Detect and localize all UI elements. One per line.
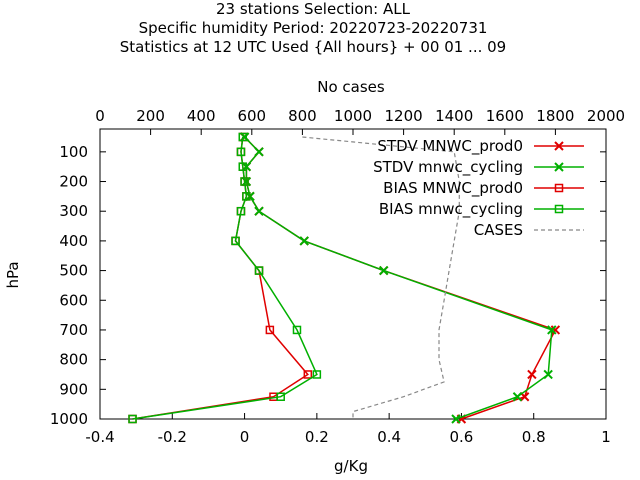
x-axis-label: g/Kg [334,457,368,475]
x2-tick-label: 600 [237,107,266,125]
data-point [128,414,137,424]
data-point [254,266,264,275]
y-tick-label: 300 [59,202,88,220]
x2-axis-label: No cases [317,78,385,96]
legend-label: STDV MNWC_prod0 [377,137,523,156]
x-axis-ticks: -0.4 -0.2 0 0.2 0.4 0.6 0.8 1 [85,413,611,446]
y-tick-label: 1000 [50,410,88,428]
x-tick-label: 0.2 [305,428,329,446]
y-tick-label: 500 [59,262,88,280]
title-line-2: Specific humidity Period: 20220723-20220… [139,19,488,37]
legend-item: STDV mnwc_cycling [373,158,584,177]
data-point [303,370,313,379]
legend-marker [554,183,564,193]
data-point [547,325,557,335]
x2-tick-label: 1800 [536,107,574,125]
x2-tick-label: 2000 [587,107,625,125]
y-axis-ticks: 100 200 300 400 500 600 700 800 900 1000 [50,143,606,428]
title-line-1: 23 stations Selection: ALL [216,0,411,18]
series-layer [128,132,561,424]
x-tick-label: -0.2 [158,428,187,446]
data-point [276,392,285,401]
legend-label: BIAS mnwc_cycling [379,200,523,219]
data-point [379,265,389,276]
legend-item: BIAS mnwc_cycling [379,200,584,219]
y-tick-label: 700 [59,321,88,339]
x-tick-label: 1 [601,428,611,446]
chart-title: 23 stations Selection: ALL Specific humi… [120,0,506,56]
series-2 [128,132,313,424]
data-point [236,147,246,157]
data-point [543,369,553,380]
legend-item: STDV MNWC_prod0 [377,137,584,156]
y-tick-label: 900 [59,380,88,398]
x2-tick-label: 1000 [334,107,372,125]
legend-item: CASES [474,221,584,239]
y-tick-label: 400 [59,232,88,250]
x-tick-label: -0.4 [85,428,114,446]
x-tick-label: 0.4 [377,428,401,446]
series-0 [239,132,561,424]
data-point [242,192,251,201]
data-point [451,414,461,424]
y-tick-label: 800 [59,351,88,369]
x2-tick-label: 0 [95,107,105,125]
legend-label: STDV mnwc_cycling [373,158,523,177]
data-point [512,392,523,402]
series-line [132,136,309,420]
data-point [299,236,309,246]
x2-tick-label: 1200 [385,107,423,125]
x2-tick-label: 1400 [435,107,473,125]
data-point [238,132,248,142]
legend: STDV MNWC_prod0 STDV mnwc_cycling BIAS MNW… [373,137,584,239]
data-point [254,147,264,157]
x-tick-label: 0.6 [449,428,473,446]
x2-tick-label: 800 [288,107,317,125]
x2-axis-ticks: 0 200 400 600 800 1000 1200 1400 1600 1800 2000 [95,107,625,135]
plot-frame [99,128,607,420]
y-axis-label: hPa [4,261,22,288]
y-tick-label: 200 [59,173,88,191]
series-4 [302,136,460,419]
x-tick-label: 0 [240,428,250,446]
x2-tick-label: 200 [136,107,165,125]
legend-marker [554,204,564,214]
series-3 [128,132,322,424]
x2-tick-label: 1600 [486,107,524,125]
data-point [240,177,249,186]
x2-tick-label: 400 [187,107,216,125]
legend-label: BIAS MNWC_prod0 [383,179,523,198]
series-line [302,136,460,419]
legend-label: CASES [474,221,523,239]
title-line-3: Statistics at 12 UTC Used {All hours} + … [120,38,506,56]
series-line [132,136,318,420]
series-1 [239,132,557,424]
legend-marker [554,141,564,151]
data-point [265,325,275,335]
data-point [231,236,240,246]
y-tick-label: 100 [59,143,88,161]
data-point [236,206,246,216]
y-tick-label: 600 [59,291,88,309]
data-point [550,325,561,335]
data-point [254,206,264,216]
data-point [292,325,302,335]
data-point [238,162,248,171]
data-point [312,370,322,379]
data-point [527,369,537,380]
x-tick-label: 0.8 [522,428,546,446]
legend-item: BIAS MNWC_prod0 [383,179,584,198]
legend-marker [554,162,564,172]
